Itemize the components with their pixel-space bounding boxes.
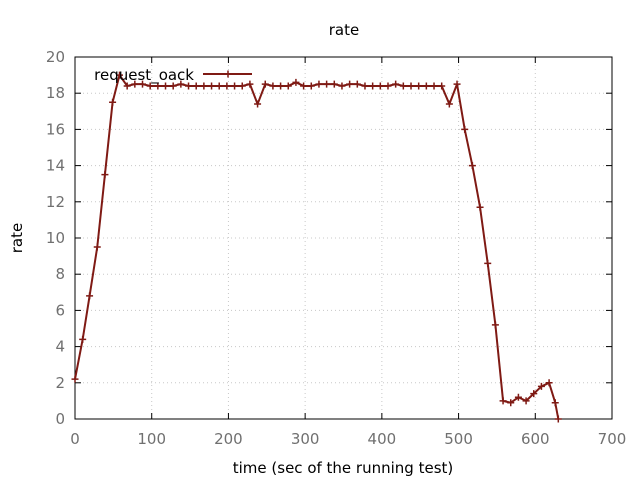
grid	[75, 57, 612, 419]
data-point	[261, 80, 269, 88]
x-tick-label: 700	[598, 430, 627, 448]
data-point	[361, 82, 369, 90]
data-point	[369, 82, 377, 90]
y-tick-label: 18	[46, 84, 65, 102]
data-point	[185, 82, 193, 90]
y-tick-label: 20	[46, 48, 65, 66]
legend: request_oack	[94, 66, 252, 85]
x-tick-label: 200	[214, 430, 243, 448]
data-point	[330, 80, 338, 88]
data-point	[376, 82, 384, 90]
data-point	[415, 82, 423, 90]
x-tick-label: 100	[137, 430, 166, 448]
data-point	[292, 78, 300, 86]
data-point	[215, 82, 223, 90]
data-point	[115, 71, 123, 79]
y-axis-label: rate	[8, 223, 26, 253]
data-point	[277, 82, 285, 90]
data-point	[131, 80, 139, 88]
legend-label: request_oack	[94, 66, 194, 85]
x-tick-label: 500	[444, 430, 473, 448]
y-tick-label: 2	[55, 374, 65, 392]
data-point	[407, 82, 415, 90]
y-tick-label: 10	[46, 229, 65, 247]
data-point	[499, 397, 507, 405]
y-tick-label: 14	[46, 157, 65, 175]
data-point	[246, 80, 254, 88]
data-point	[522, 397, 530, 405]
y-tick-label: 12	[46, 193, 65, 211]
y-tick-label: 6	[55, 301, 65, 319]
data-point	[146, 82, 154, 90]
data-point	[109, 98, 117, 106]
data-point	[231, 82, 239, 90]
data-point	[315, 80, 323, 88]
x-tick-label: 300	[291, 430, 320, 448]
x-tick-labels: 0 100 200 300 400 500 600 700	[70, 430, 626, 448]
y-tick-labels: 0 2 4 6 8 10 12 14 16 18 20	[46, 48, 65, 428]
data-point	[537, 382, 545, 390]
y-tick-label: 4	[55, 338, 65, 356]
data-point	[300, 82, 308, 90]
data-point	[507, 399, 515, 407]
data-point	[551, 399, 559, 407]
data-point	[468, 162, 476, 170]
plot-frame	[74, 56, 613, 420]
data-point	[491, 321, 499, 329]
x-tick-label: 600	[521, 430, 550, 448]
data-point	[445, 100, 453, 108]
data-point	[323, 80, 331, 88]
data-point	[453, 80, 461, 88]
data-point	[79, 335, 87, 343]
data-point	[545, 379, 553, 387]
data-point	[200, 82, 208, 90]
legend-marker	[224, 70, 232, 78]
data-point	[177, 80, 185, 88]
data-point	[93, 243, 101, 251]
chart-title: rate	[329, 21, 359, 39]
data-point	[346, 80, 354, 88]
series-layer	[71, 71, 562, 423]
data-point	[169, 82, 177, 90]
data-point	[399, 82, 407, 90]
data-point	[476, 203, 484, 211]
data-point	[254, 100, 262, 108]
data-point	[430, 82, 438, 90]
data-point	[71, 375, 79, 383]
data-point	[238, 82, 246, 90]
data-point	[139, 80, 147, 88]
data-point	[353, 80, 361, 88]
data-point	[123, 82, 131, 90]
data-point	[338, 82, 346, 90]
data-point	[101, 171, 109, 179]
data-point	[223, 82, 231, 90]
x-tick-label: 400	[368, 430, 397, 448]
x-axis-label: time (sec of the running test)	[233, 459, 454, 477]
data-point	[284, 82, 292, 90]
data-point	[162, 82, 170, 90]
data-point	[392, 80, 400, 88]
data-point	[154, 82, 162, 90]
data-point	[554, 415, 562, 423]
data-point	[269, 82, 277, 90]
y-tick-label: 16	[46, 120, 65, 138]
data-point	[461, 125, 469, 133]
data-point	[438, 82, 446, 90]
data-point	[484, 259, 492, 267]
data-point	[514, 393, 522, 401]
series-line	[74, 74, 560, 420]
data-point	[307, 82, 315, 90]
x-tick-label: 0	[70, 430, 80, 448]
data-point	[384, 82, 392, 90]
data-point	[208, 82, 216, 90]
data-point	[530, 390, 538, 398]
data-point	[192, 82, 200, 90]
data-point	[86, 292, 94, 300]
data-point	[224, 70, 232, 78]
y-tick-label: 0	[55, 410, 65, 428]
y-tick-label: 8	[55, 265, 65, 283]
data-point	[422, 82, 430, 90]
